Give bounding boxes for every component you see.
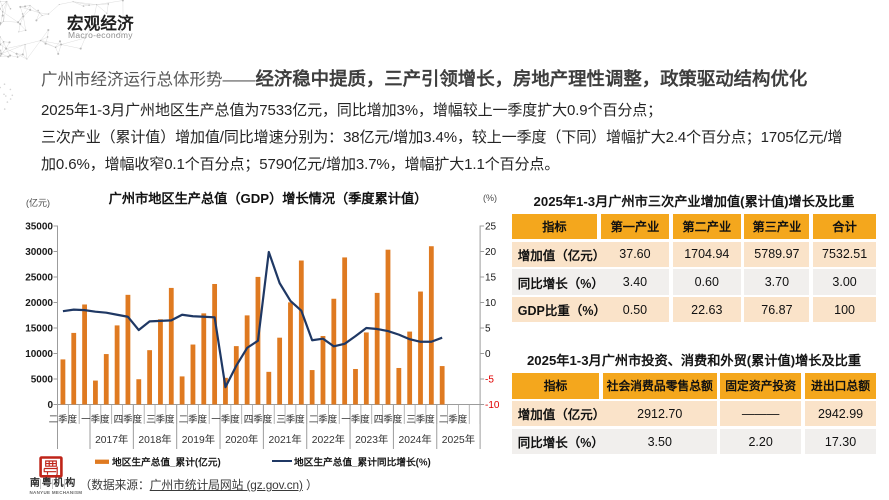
svg-text:三季度: 三季度	[276, 414, 305, 426]
svg-text:二季度: 二季度	[309, 414, 338, 426]
svg-text:5000: 5000	[31, 374, 54, 385]
svg-text:2020年: 2020年	[225, 433, 258, 446]
svg-text:15: 15	[485, 272, 497, 283]
svg-text:0: 0	[485, 349, 491, 360]
svg-text:10000: 10000	[25, 349, 53, 360]
svg-text:广州市地区生产总值（GDP）增长情况（季度累计值）: 广州市地区生产总值（GDP）增长情况（季度累计值）	[109, 190, 428, 206]
svg-text:一季度: 一季度	[81, 414, 110, 426]
svg-text:(亿元): (亿元)	[26, 197, 50, 208]
svg-text:-5: -5	[485, 374, 494, 385]
svg-text:2018年: 2018年	[138, 433, 171, 446]
svg-text:25000: 25000	[25, 272, 53, 283]
svg-text:2017年: 2017年	[95, 433, 128, 446]
svg-text:2022年: 2022年	[312, 433, 345, 446]
svg-text:四季度: 四季度	[114, 414, 143, 426]
svg-text:二季度: 二季度	[179, 414, 208, 426]
svg-text:0: 0	[47, 400, 53, 411]
svg-text:二季度: 二季度	[439, 414, 468, 426]
svg-text:15000: 15000	[25, 323, 53, 334]
svg-text:地区生产总值_累计同比增长(%): 地区生产总值_累计同比增长(%)	[294, 456, 431, 469]
svg-text:2025年: 2025年	[442, 433, 475, 446]
svg-text:2024年: 2024年	[398, 433, 431, 446]
svg-text:四季度: 四季度	[374, 414, 403, 426]
svg-text:2023年: 2023年	[355, 433, 388, 446]
svg-text:30000: 30000	[25, 247, 53, 258]
svg-text:一季度: 一季度	[341, 414, 370, 426]
svg-text:一季度: 一季度	[211, 414, 240, 426]
svg-text:三季度: 三季度	[146, 414, 175, 426]
svg-text:10: 10	[485, 298, 497, 309]
svg-text:2021年: 2021年	[268, 433, 301, 446]
svg-text:35000: 35000	[25, 221, 53, 232]
svg-text:20000: 20000	[25, 298, 53, 309]
svg-text:20: 20	[485, 247, 497, 258]
svg-text:2019年: 2019年	[182, 433, 215, 446]
svg-text:三季度: 三季度	[406, 414, 435, 426]
svg-text:5: 5	[485, 323, 491, 334]
svg-text:(%): (%)	[483, 193, 497, 203]
svg-text:二季度: 二季度	[49, 414, 78, 426]
svg-text:四季度: 四季度	[244, 414, 273, 426]
svg-text:25: 25	[485, 221, 497, 232]
svg-text:-10: -10	[485, 400, 500, 411]
svg-text:地区生产总值_累计(亿元): 地区生产总值_累计(亿元)	[112, 456, 221, 469]
